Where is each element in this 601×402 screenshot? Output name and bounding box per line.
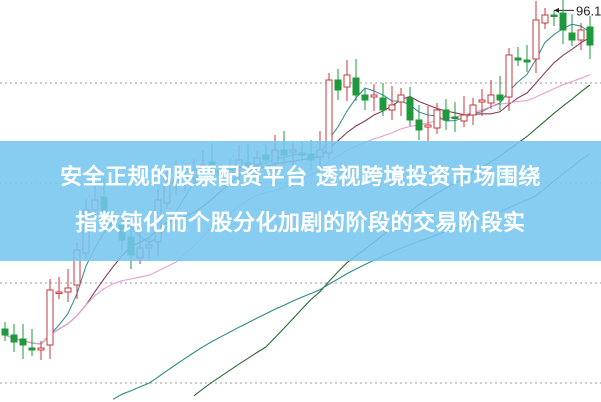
headline-line-2: 指数钝化而个股分化加剧的阶段的交易阶段实 (75, 211, 526, 236)
candle-body (514, 57, 522, 61)
candle-body (334, 79, 342, 91)
candle-body (46, 289, 54, 346)
max-marker-arrow (554, 7, 559, 13)
candle-body (505, 54, 513, 98)
candle-body (415, 119, 423, 131)
candle-body (568, 32, 576, 41)
candle-body (451, 116, 459, 119)
candle-body (559, 12, 567, 31)
candle-body (361, 94, 369, 101)
headline-banner: 安全正规的股票配资平台 透视跨境投资市场围绕 指数钝化而个股分化加剧的阶段的交易… (0, 141, 601, 261)
candle-body (433, 109, 441, 129)
candle-body (343, 74, 351, 88)
candle-body (55, 291, 63, 294)
candle-body (388, 104, 396, 111)
candle-body (496, 94, 504, 101)
candle-body (469, 104, 477, 116)
candle-body (10, 334, 18, 343)
candle-body (28, 347, 36, 351)
candle-body (352, 77, 360, 96)
candle-body (586, 26, 594, 46)
candle-body (64, 287, 72, 293)
candle-body (424, 124, 432, 128)
candle-body (19, 338, 27, 346)
headline-line-1: 安全正规的股票配资平台 透视跨境投资市场围绕 (60, 165, 541, 190)
candle-body (397, 94, 405, 103)
candle-body (442, 109, 450, 121)
candle-body (370, 94, 378, 98)
candle-body (379, 97, 387, 111)
candle-body (406, 97, 414, 121)
candle-body (487, 94, 495, 104)
candle-body (550, 14, 558, 17)
candle-body (532, 19, 540, 60)
max-price-label: 96.18 (576, 3, 601, 18)
candle-body (577, 29, 585, 41)
candle-body (460, 114, 468, 122)
candle-body (478, 99, 486, 103)
candle-body (541, 14, 549, 24)
candle-body (523, 59, 531, 63)
candle-body (1, 328, 9, 336)
candle-body (37, 347, 45, 351)
